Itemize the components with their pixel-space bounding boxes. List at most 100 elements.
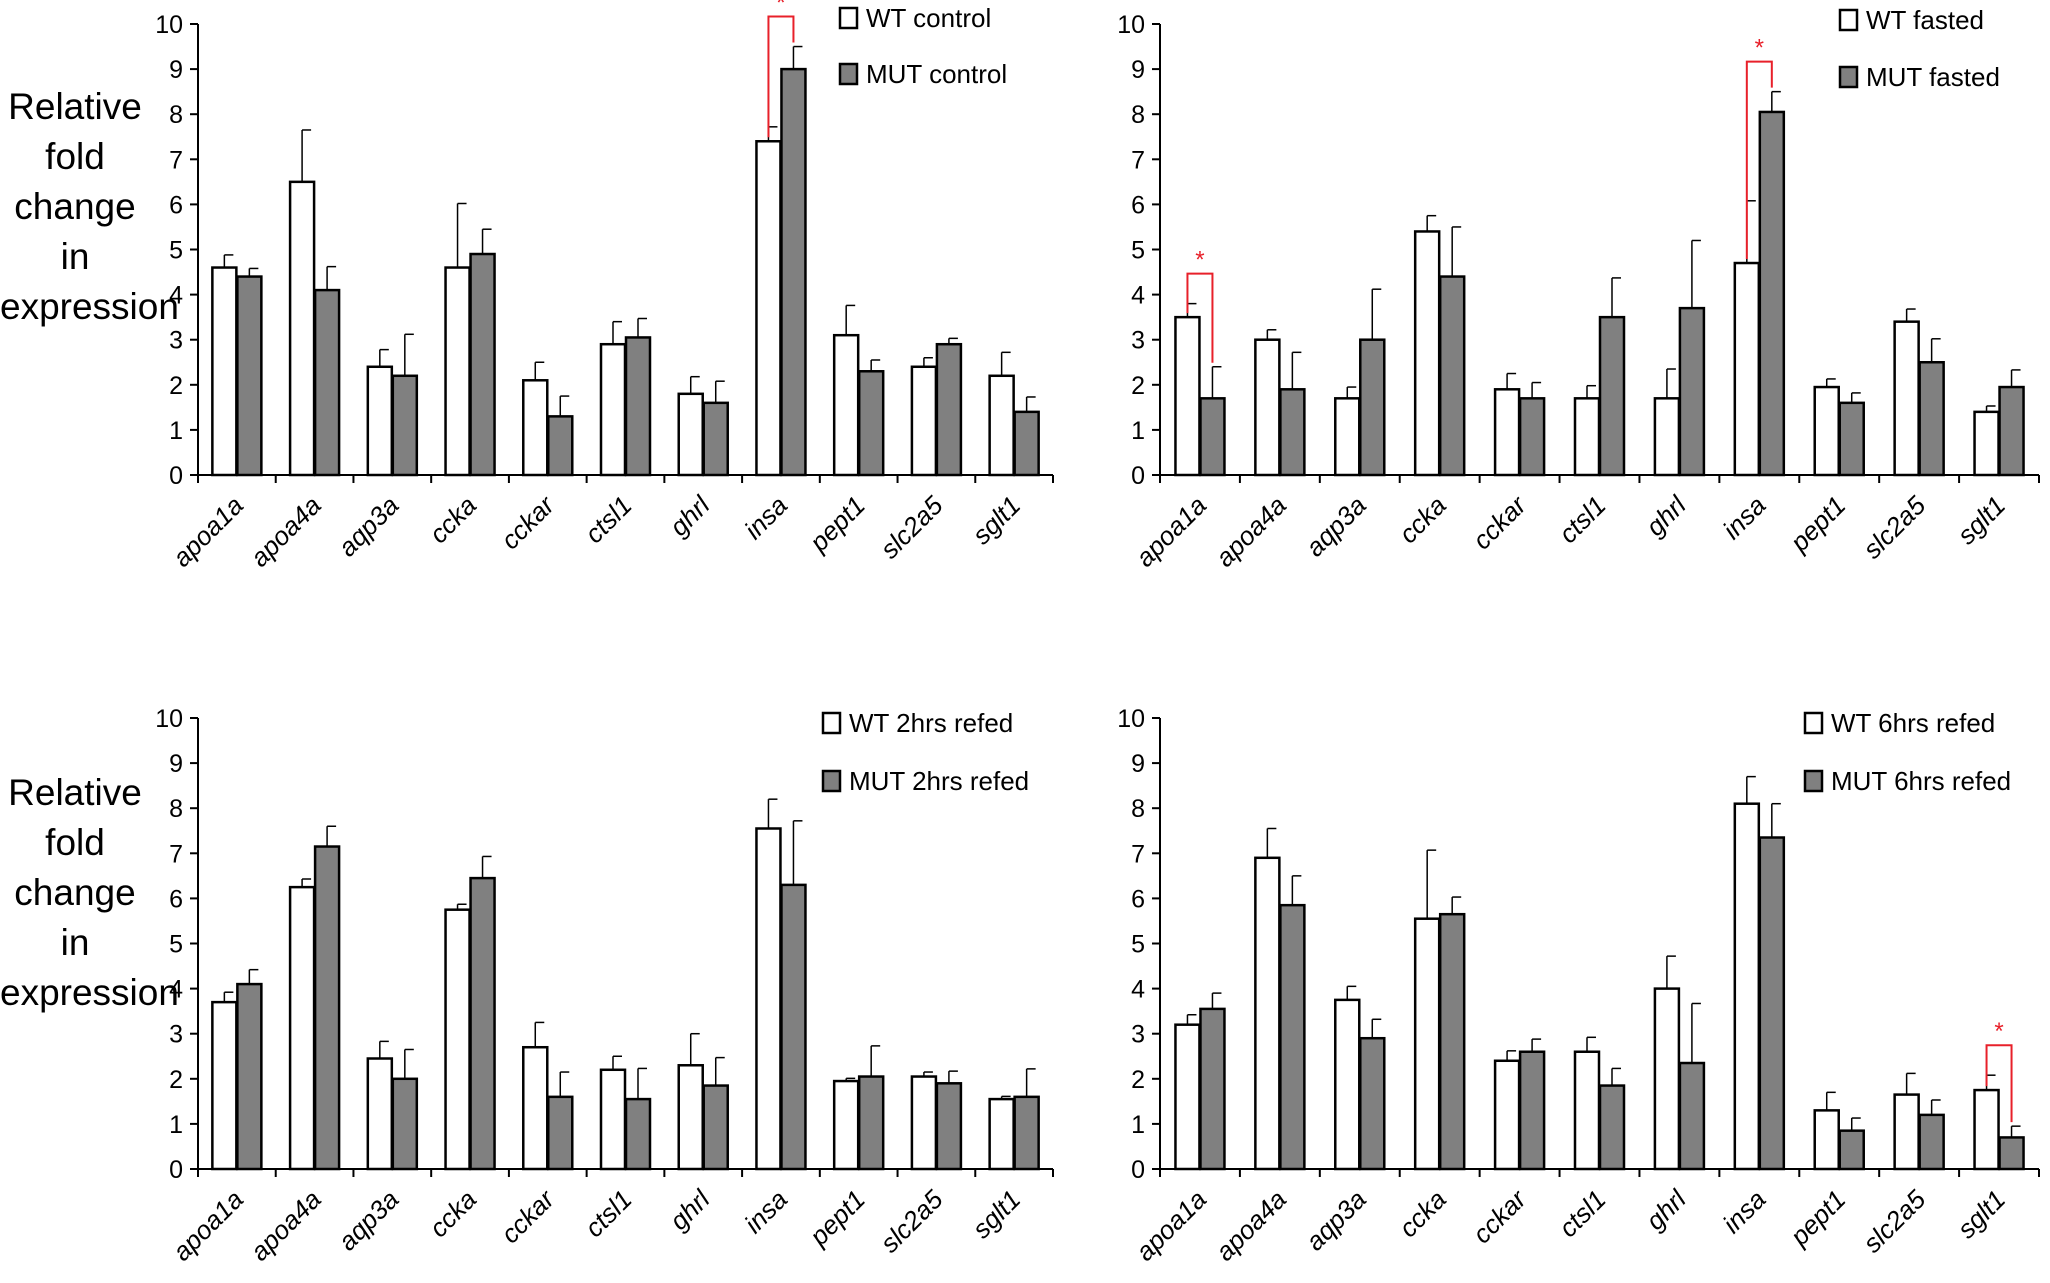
bar-wt-ccka (1413, 230, 1441, 477)
legend-label-mut: MUT control (866, 59, 1007, 89)
category-label-slc2a5: slc2a5 (1857, 1184, 1932, 1259)
bar-wt-insa (755, 827, 782, 1171)
category-label-slc2a5: slc2a5 (874, 490, 949, 565)
bar-wt-slc2a5 (910, 1075, 938, 1171)
legend-swatch-mut (1803, 769, 1824, 793)
bar-mut-apoa4a (1279, 388, 1306, 477)
bar-mut-apoa4a (1279, 903, 1306, 1171)
bar-wt-apoa1a (211, 266, 238, 477)
category-label-apoa4a: apoa4a (244, 1184, 327, 1267)
bar-mut-cckar (1518, 397, 1546, 477)
category-label-apoa1a: apoa1a (1130, 1184, 1213, 1267)
y-tick-label: 7 (169, 146, 183, 174)
y-tick-label: 1 (1131, 1111, 1145, 1139)
y-tick-label: 8 (1131, 101, 1145, 129)
category-label-ctsl1: ctsl1 (579, 490, 638, 549)
bar-mut-insa (780, 67, 807, 477)
bar-wt-ghrl (1653, 987, 1681, 1171)
significance-marker: * (1994, 1018, 2003, 1045)
bar-wt-slc2a5 (910, 365, 938, 477)
bar-wt-cckar (522, 1045, 549, 1171)
bar-wt-slc2a5 (1893, 1093, 1920, 1171)
category-label-sglt1: sglt1 (966, 1184, 1026, 1244)
bar-mut-ccka (469, 252, 496, 477)
category-label-ghrl: ghrl (1640, 489, 1693, 542)
y-tick-label: 0 (169, 1156, 183, 1184)
bar-mut-insa (780, 883, 807, 1171)
y-tick-label: 6 (1131, 191, 1145, 219)
y-tick-label: 5 (169, 931, 183, 959)
bar-mut-aqp3a (1359, 1036, 1386, 1171)
category-label-ccka: ccka (423, 490, 482, 549)
category-label-aqp3a: aqp3a (1300, 490, 1372, 562)
bar-wt-sglt1 (1973, 1088, 2000, 1171)
bar-mut-apoa4a (313, 845, 341, 1171)
y-tick-label: 10 (1117, 11, 1145, 39)
significance-bracket (1745, 60, 1773, 260)
bar-wt-cckar (1493, 388, 1521, 477)
category-label-ghrl: ghrl (1640, 1183, 1693, 1236)
bar-mut-sglt1 (1998, 1136, 2025, 1171)
bar-wt-sglt1 (1973, 410, 2000, 477)
y-tick-label: 4 (1131, 976, 1145, 1004)
category-label-insa: insa (738, 490, 793, 545)
y-tick-label: 4 (169, 282, 183, 310)
y-tick-label: 1 (169, 1111, 183, 1139)
category-label-pept1: pept1 (803, 490, 871, 558)
y-tick-label: 4 (169, 976, 183, 1004)
bar-mut-ccka (1438, 275, 1466, 477)
y-tick-label: 9 (169, 750, 183, 778)
category-label-slc2a5: slc2a5 (1857, 490, 1932, 565)
significance-marker: * (776, 0, 785, 17)
bar-mut-pept1 (857, 1075, 885, 1171)
category-label-pept1: pept1 (803, 1184, 871, 1252)
significance-bracket (1985, 1044, 2013, 1123)
y-tick-label: 9 (169, 56, 183, 84)
y-tick-label: 1 (1131, 417, 1145, 445)
y-tick-label: 6 (1131, 885, 1145, 913)
bar-wt-pept1 (832, 333, 860, 477)
y-tick-label: 4 (1131, 282, 1145, 310)
bar-mut-ghrl (1678, 306, 1706, 477)
bar-wt-ghrl (1653, 397, 1681, 477)
bar-mut-ctsl1 (624, 336, 652, 477)
bar-mut-apoa1a (236, 275, 263, 477)
bar-wt-sglt1 (988, 1097, 1015, 1171)
y-tick-label: 0 (169, 462, 183, 490)
bar-wt-apoa1a (1174, 1023, 1201, 1171)
bar-wt-sglt1 (988, 374, 1015, 477)
bar-wt-ctsl1 (1573, 1050, 1601, 1171)
category-label-aqp3a: aqp3a (1300, 1184, 1372, 1256)
bar-mut-slc2a5 (935, 342, 963, 477)
category-label-ctsl1: ctsl1 (579, 1184, 638, 1243)
bar-wt-ghrl (677, 392, 704, 477)
category-label-apoa1a: apoa1a (167, 490, 250, 573)
significance-bracket (1186, 272, 1214, 363)
legend-label-wt: WT 2hrs refed (849, 708, 1013, 738)
category-label-ghrl: ghrl (664, 1183, 717, 1236)
bar-mut-apoa1a (236, 982, 263, 1171)
y-tick-label: 3 (1131, 327, 1145, 355)
bar-wt-insa (1733, 261, 1761, 477)
y-tick-label: 9 (1131, 56, 1145, 84)
y-axis-title-line1: Relative fold change (8, 772, 142, 913)
significance-bracket (767, 15, 795, 138)
y-tick-label: 3 (169, 327, 183, 355)
category-label-insa: insa (1717, 1184, 1772, 1239)
bar-wt-cckar (522, 379, 549, 477)
bar-wt-ccka (444, 908, 471, 1171)
legend-label-wt: WT fasted (1866, 5, 1984, 35)
y-tick-label: 2 (169, 1066, 183, 1094)
y-axis-title-bottom: Relative fold change in expression (0, 768, 179, 1018)
bar-wt-insa (1733, 802, 1761, 1171)
category-label-apoa4a: apoa4a (1210, 1184, 1293, 1267)
bar-wt-ctsl1 (1573, 397, 1601, 477)
bar-wt-slc2a5 (1893, 320, 1920, 477)
bar-wt-pept1 (1813, 385, 1840, 477)
bar-mut-cckar (547, 415, 574, 477)
y-axis-title-line2: in expression (0, 922, 179, 1013)
bar-wt-ccka (1413, 917, 1441, 1171)
legend-swatch-mut (821, 769, 842, 793)
